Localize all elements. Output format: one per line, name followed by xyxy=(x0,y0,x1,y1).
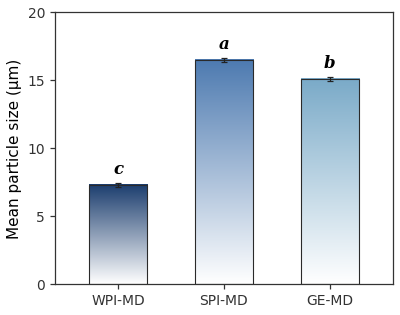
Text: b: b xyxy=(324,55,336,72)
Bar xyxy=(89,185,147,284)
Text: c: c xyxy=(113,161,123,178)
Text: a: a xyxy=(218,36,229,53)
Bar xyxy=(300,79,359,284)
Bar xyxy=(195,60,253,284)
Y-axis label: Mean particle size (μm): Mean particle size (μm) xyxy=(7,58,22,238)
